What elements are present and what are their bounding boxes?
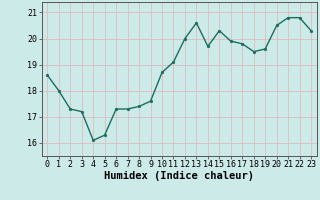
X-axis label: Humidex (Indice chaleur): Humidex (Indice chaleur) [104, 171, 254, 181]
